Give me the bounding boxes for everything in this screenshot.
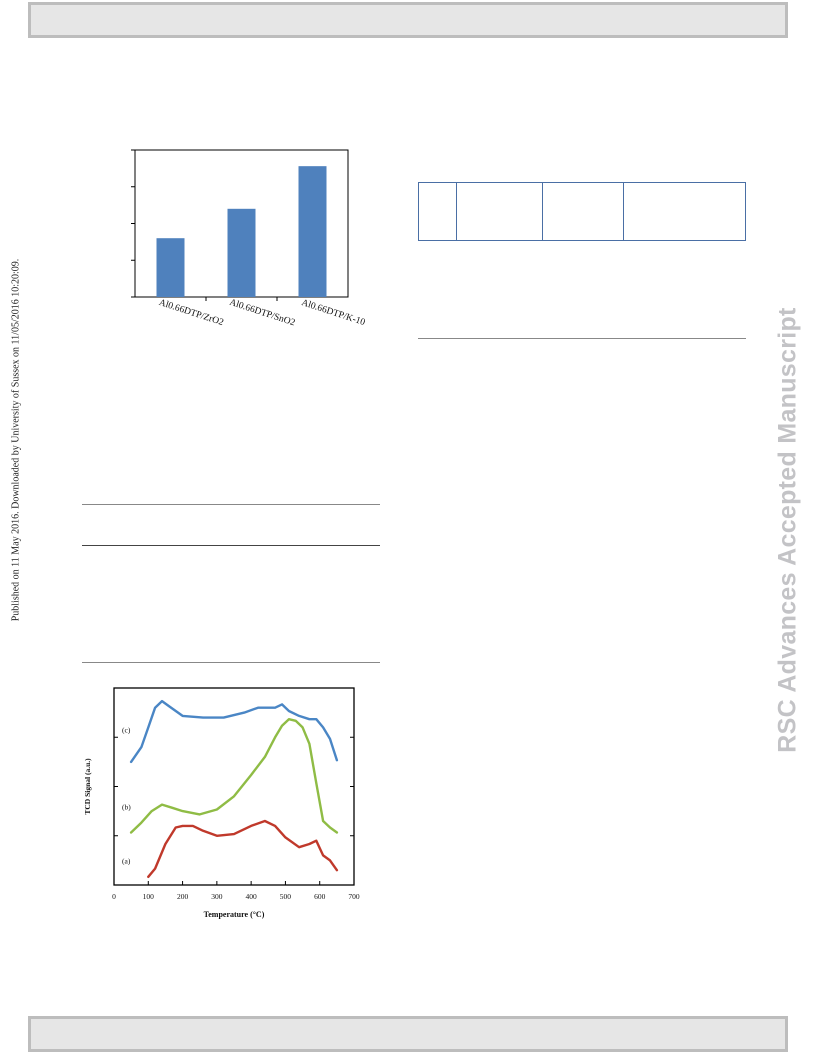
table-header-cell	[419, 183, 457, 240]
header-band	[28, 2, 788, 38]
bar-plot: Al0.66DTP/ZrO2 Al0.66DTP/SnO2 Al0.66DTP/K-…	[131, 149, 366, 329]
x-tick-label: 500	[280, 892, 292, 901]
category-label: Al0.66DTP/ZrO2	[158, 298, 225, 328]
series-a-line	[147, 819, 339, 878]
table2-top-rule	[82, 504, 380, 505]
table-header-cell	[624, 183, 745, 240]
series-a-label: (a)	[122, 857, 131, 866]
bar	[298, 166, 327, 297]
table-header	[418, 182, 746, 241]
bar	[227, 208, 256, 297]
series-b-line	[129, 718, 339, 834]
series-c-label: (c)	[122, 725, 131, 734]
table-header-cell	[457, 183, 543, 240]
x-axis-label: Temperature (°C)	[204, 910, 265, 919]
watermark-text: RSC Advances Accepted Manuscript	[773, 307, 802, 753]
table-bottom-rule	[418, 338, 746, 339]
x-tick-label: 300	[211, 892, 223, 901]
tpd-chart: 0 100 200 300 400 500 600 700 Temperature (°C) TC…	[83, 687, 360, 919]
category-label: Al0.66DTP/SnO2	[228, 298, 296, 329]
bar-chart: Al0.66DTP/ZrO2 Al0.66DTP/SnO2 Al0.66DTP/K-…	[131, 149, 366, 329]
x-tick-label: 200	[177, 892, 189, 901]
table2-header-rule	[82, 545, 380, 546]
x-tick-label: 100	[143, 892, 155, 901]
publication-note: Published on 11 May 2016. Downloaded by …	[10, 258, 22, 622]
series-b-label: (b)	[122, 802, 131, 811]
x-tick-label: 400	[246, 892, 258, 901]
x-tick-label: 600	[314, 892, 326, 901]
x-tick-label: 0	[112, 892, 116, 901]
series-c-line	[129, 699, 339, 764]
table-header-cell	[543, 183, 624, 240]
y-axis-label: TCD Signal (a.u.)	[83, 758, 92, 815]
x-tick-label: 700	[348, 892, 360, 901]
tpd-plot: 0 100 200 300 400 500 600 700 Temperature (°C) TC…	[83, 687, 360, 919]
category-label: Al0.66DTP/K-10	[300, 298, 366, 328]
footer-band	[28, 1016, 788, 1052]
bar	[156, 238, 185, 297]
table2-bottom-rule	[82, 662, 380, 663]
